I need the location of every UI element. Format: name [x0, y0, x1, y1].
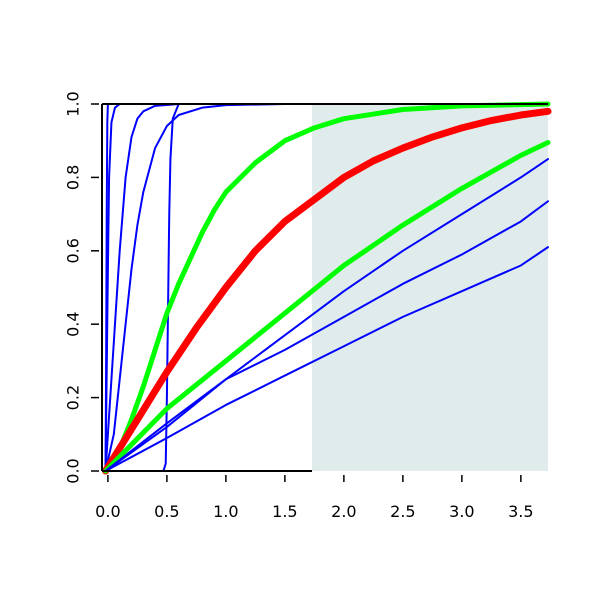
series-line-9: [104, 158, 549, 472]
axes-layer: [101, 103, 548, 472]
y-tick-label-5: 1.0: [64, 91, 83, 116]
series-line-5: [148, 103, 549, 472]
x-tick-label-7: 3.5: [508, 502, 533, 521]
series-line-10: [104, 200, 549, 472]
y-tick-label-1: 0.2: [64, 385, 83, 410]
x-tick-label-6: 3.0: [449, 502, 474, 521]
x-tick-label-3: 1.5: [272, 502, 297, 521]
x-tick-label-4: 2.0: [331, 502, 356, 521]
x-tick-label-5: 2.5: [390, 502, 415, 521]
shaded-region: [312, 104, 548, 471]
y-tick-label-2: 0.4: [64, 311, 83, 336]
y-tick-label-0: 0.0: [64, 458, 83, 483]
shaded-region-layer: [312, 104, 548, 471]
series-line-3: [104, 103, 549, 472]
series-line-11: [104, 246, 549, 472]
y-tick-label-4: 0.8: [64, 165, 83, 190]
series-layer: [102, 101, 552, 475]
series-line-4: [104, 103, 549, 472]
x-tick-label-0: 0.0: [95, 502, 120, 521]
series-line-8: [103, 140, 551, 474]
series-line-6: [103, 101, 551, 474]
x-tick-label-2: 1.0: [213, 502, 238, 521]
ticks-layer: 0.0 0.5 1.0 1.5 2.0 2.5 3.0 3.5 0.0 0.2 0.4 0.6 0.8 1…: [64, 91, 534, 521]
y-tick-label-3: 0.6: [64, 238, 83, 263]
series-line-7: [102, 107, 552, 475]
x-tick-label-1: 0.5: [154, 502, 179, 521]
